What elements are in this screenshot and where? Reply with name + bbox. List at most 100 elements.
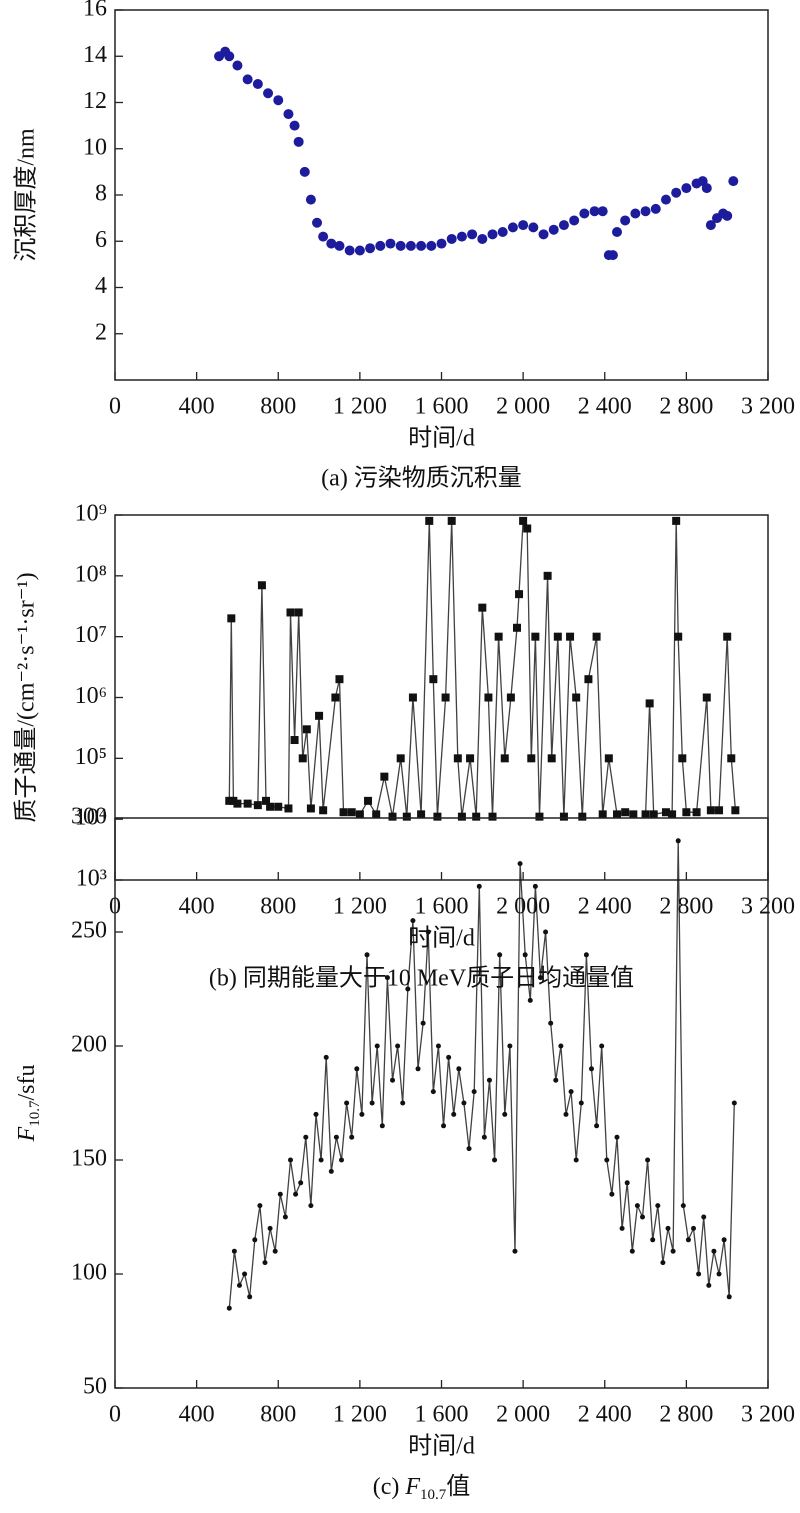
y-tick-label: 10⁶: [75, 683, 107, 709]
data-point: [274, 802, 283, 811]
data-point: [457, 812, 466, 821]
x-tick-label: 1 600: [415, 1402, 469, 1428]
data-point: [630, 208, 641, 219]
data-point: [518, 220, 529, 231]
data-point: [640, 206, 651, 217]
data-point: [599, 1043, 605, 1049]
y-axis-label-unit: /sfu: [14, 1065, 40, 1101]
data-point: [243, 799, 252, 808]
data-point: [668, 810, 677, 819]
plot-frame: [114, 9, 769, 381]
data-point: [344, 1100, 350, 1106]
x-tick-label: 400: [179, 394, 215, 420]
data-point: [506, 693, 515, 702]
data-point: [426, 240, 437, 251]
y-tick-label: 4: [95, 273, 107, 299]
data-line: [228, 840, 735, 1309]
data-point: [232, 60, 243, 71]
data-point: [584, 675, 593, 684]
x-tick-label: 3 200: [741, 394, 795, 420]
data-point: [513, 623, 522, 632]
data-point: [284, 804, 293, 813]
data-point: [257, 1203, 263, 1209]
data-point: [680, 1203, 686, 1209]
data-point: [286, 608, 295, 617]
caption-symbol: F: [404, 1474, 420, 1500]
data-point: [319, 806, 328, 815]
data-point: [702, 693, 711, 702]
data-point: [531, 632, 540, 641]
data-point: [629, 1248, 635, 1254]
x-tick-label: 2 000: [496, 394, 550, 420]
data-point: [721, 1237, 727, 1243]
data-point: [604, 1157, 610, 1163]
data-point: [388, 812, 397, 821]
data-point: [660, 194, 671, 205]
data-point: [515, 590, 524, 599]
data-point: [384, 975, 390, 981]
data-point: [589, 206, 600, 217]
data-point: [497, 227, 508, 237]
x-tick-label: 0: [109, 1402, 121, 1428]
y-axis-label: 质子通量/(cm⁻²·s⁻¹·sr⁻¹): [13, 572, 40, 822]
caption-suffix: 值: [446, 1473, 470, 1500]
x-axis-label: 时间/d: [408, 425, 475, 452]
data-point: [365, 243, 376, 254]
data-point: [328, 1168, 334, 1174]
data-point: [547, 754, 556, 763]
data-point: [527, 754, 536, 763]
data-point: [385, 238, 396, 249]
x-tick-label: 400: [179, 894, 215, 920]
data-point: [466, 1146, 472, 1152]
data-point: [447, 516, 456, 525]
data-point: [645, 699, 654, 708]
data-point: [354, 245, 365, 256]
data-point: [339, 808, 348, 817]
data-point: [290, 736, 299, 745]
data-point: [502, 1111, 508, 1117]
y-tick-label: 14: [83, 42, 107, 68]
x-axis-label: 时间/d: [408, 925, 475, 952]
data-point: [696, 1271, 702, 1277]
caption-subscript: 10.7: [420, 1487, 447, 1503]
y-tick-label: 10⁷: [75, 622, 107, 648]
data-point: [396, 754, 405, 763]
data-point: [395, 1043, 401, 1049]
data-point: [436, 238, 447, 249]
data-point: [670, 1248, 676, 1254]
data-point: [472, 812, 481, 821]
data-point: [263, 88, 274, 99]
caption: (a) 污染物质沉积量: [321, 465, 522, 492]
data-point: [225, 796, 234, 805]
data-point: [612, 810, 621, 819]
data-point: [535, 812, 544, 821]
data-point: [315, 711, 324, 720]
data-point: [592, 632, 601, 641]
data-point: [305, 194, 316, 205]
data-point: [701, 1214, 707, 1220]
data-point: [548, 224, 559, 235]
data-point: [619, 1225, 625, 1231]
data-point: [507, 1043, 513, 1049]
data-point: [379, 1123, 385, 1129]
data-point: [410, 918, 416, 924]
data-point: [478, 603, 487, 612]
data-point: [537, 975, 543, 981]
y-tick-label: 200: [71, 1032, 107, 1058]
data-point: [303, 1134, 309, 1140]
data-point: [614, 1134, 620, 1140]
data-point: [252, 79, 263, 89]
data-point: [400, 1100, 406, 1106]
data-point: [277, 1191, 283, 1197]
data-point: [257, 581, 266, 590]
data-point: [487, 229, 498, 240]
data-point: [660, 1260, 666, 1266]
data-point: [711, 1248, 717, 1254]
data-point: [306, 804, 315, 813]
x-tick-label: 0: [109, 394, 121, 420]
data-point: [484, 693, 493, 702]
data-point: [671, 187, 682, 198]
data-point: [620, 215, 631, 226]
data-point: [522, 952, 528, 958]
data-point: [302, 725, 311, 734]
